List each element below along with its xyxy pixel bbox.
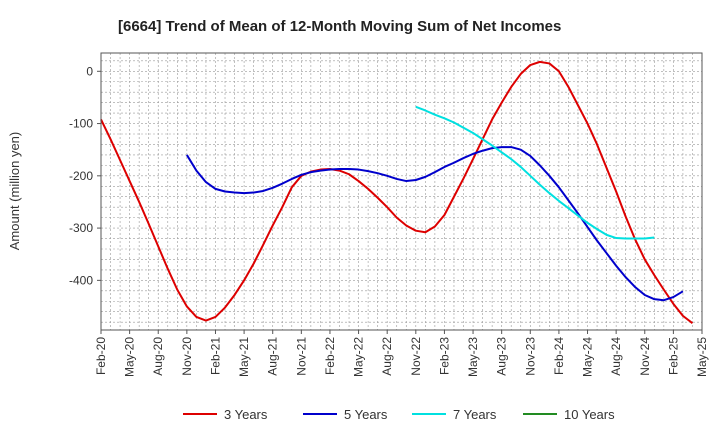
x-tick-label: Feb-24	[552, 337, 566, 375]
x-tick-label: Feb-21	[208, 337, 222, 375]
x-tick-label: Aug-21	[266, 337, 280, 376]
x-tick-label: Aug-24	[609, 337, 623, 376]
x-tick-label: Nov-24	[638, 337, 652, 376]
y-tick-label: -400	[69, 273, 93, 287]
x-tick-label: May-24	[581, 337, 595, 377]
x-tick-label: Nov-21	[294, 337, 308, 376]
x-tick-label: Feb-20	[94, 337, 108, 375]
x-tick-label: Feb-23	[437, 337, 451, 375]
legend-label-5-years: 5 Years	[344, 407, 388, 422]
plot-grid	[101, 53, 702, 330]
x-tick-label: Aug-20	[151, 337, 165, 376]
plot-frame	[100, 52, 703, 331]
series-line-3-years	[100, 60, 694, 325]
y-tick-label: -300	[69, 221, 93, 235]
x-tick-label: May-20	[123, 337, 137, 377]
x-tick-label: May-25	[695, 337, 709, 377]
x-tick-label: Nov-23	[523, 337, 537, 376]
x-ticks: Feb-20 May-20 Aug-20 Nov-20 Feb-21 May-21 Aug-…	[94, 330, 709, 377]
y-axis-label: Amount (million yen)	[7, 132, 22, 251]
y-tick-label: 0	[86, 64, 93, 78]
legend-label-7-years: 7 Years	[453, 407, 497, 422]
chart-title: [6664] Trend of Mean of 12-Month Moving …	[118, 18, 561, 35]
x-tick-label: May-21	[237, 337, 251, 377]
legend: 3 Years 5 Years 7 Years 10 Years	[183, 407, 615, 422]
series-line-5-years	[186, 146, 684, 302]
x-tick-label: Nov-22	[409, 337, 423, 376]
x-tick-label: Feb-22	[323, 337, 337, 375]
legend-label-3-years: 3 Years	[224, 407, 268, 422]
x-tick-label: May-22	[352, 337, 366, 377]
series-line-7-years	[415, 105, 655, 240]
x-tick-label: May-23	[466, 337, 480, 377]
x-tick-label: Feb-25	[666, 337, 680, 375]
x-tick-label: Nov-20	[180, 337, 194, 376]
x-tick-label: Aug-22	[380, 337, 394, 376]
x-tick-label: Aug-23	[495, 337, 509, 376]
y-ticks: 0 -100 -200 -300 -400	[69, 64, 101, 287]
series-lines	[100, 60, 694, 325]
legend-label-10-years: 10 Years	[564, 407, 615, 422]
y-tick-label: -100	[69, 117, 93, 131]
y-tick-label: -200	[69, 169, 93, 183]
